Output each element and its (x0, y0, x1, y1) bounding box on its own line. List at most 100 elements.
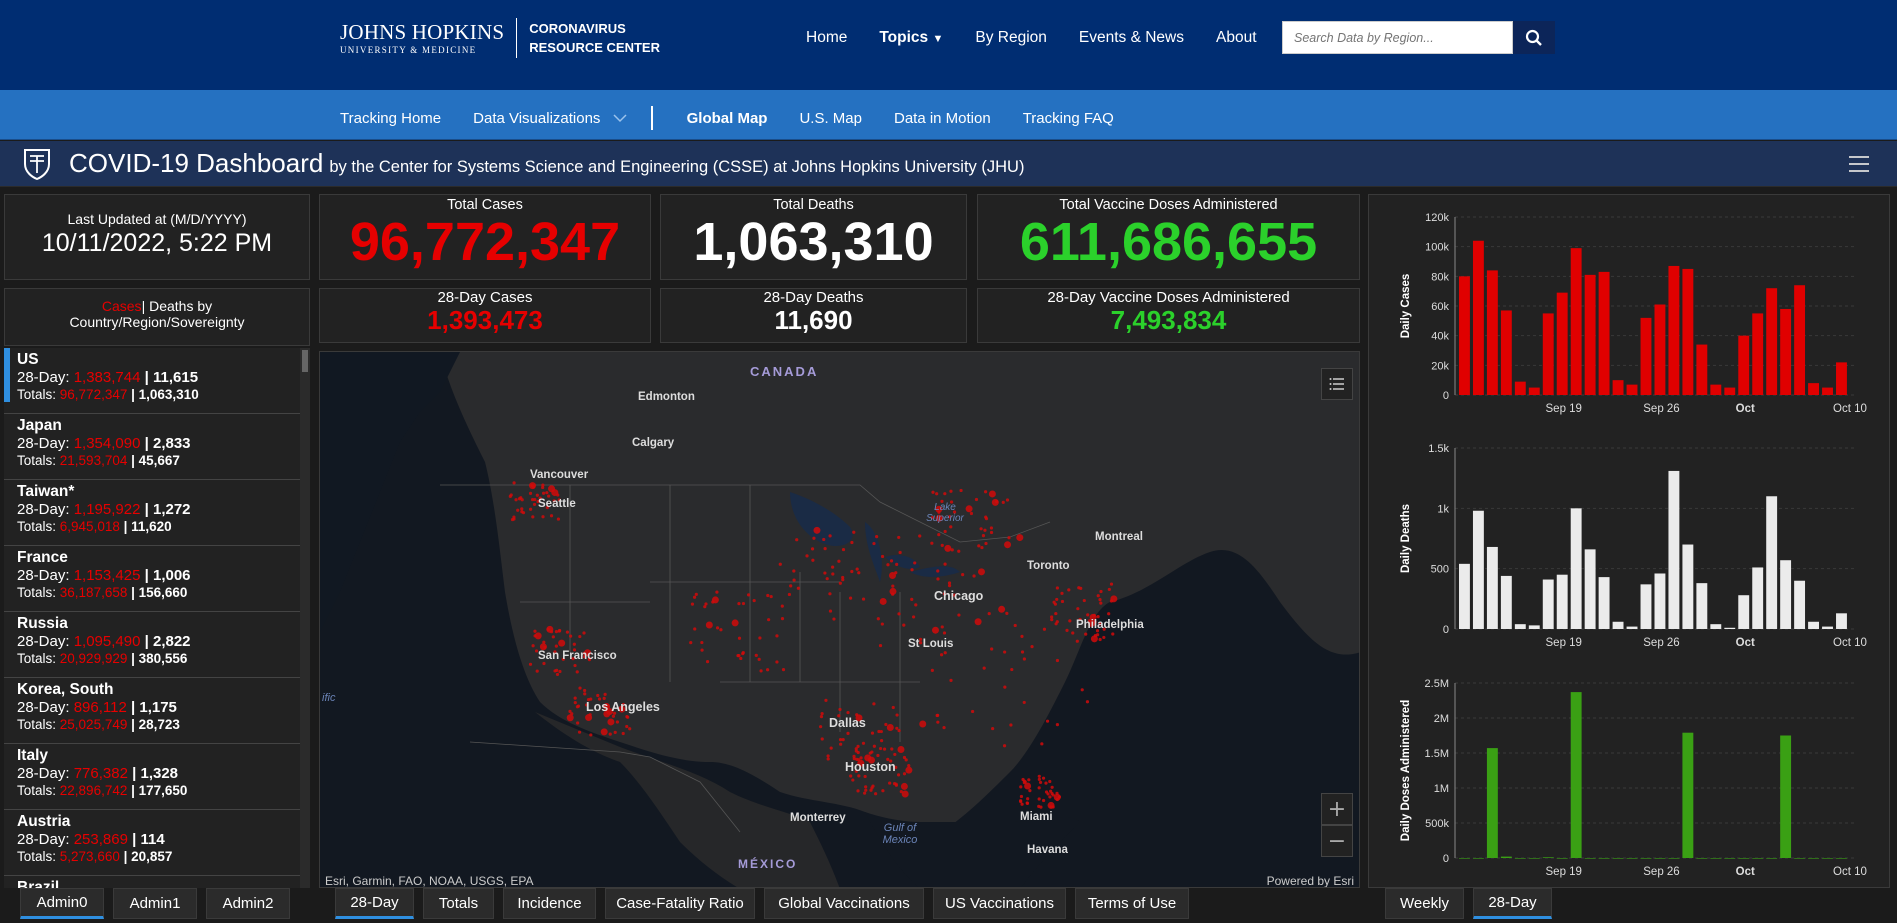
case-dot[interactable] (863, 774, 867, 779)
case-dot[interactable] (857, 571, 861, 575)
case-dot[interactable] (864, 785, 868, 789)
country-list-item[interactable]: US 28-Day: 1,383,744 | 11,615 Totals: 96,7… (4, 348, 310, 414)
case-dot[interactable] (541, 515, 545, 519)
case-dot[interactable] (942, 631, 947, 635)
case-dot[interactable] (889, 587, 897, 595)
case-dot[interactable] (603, 692, 607, 696)
case-dot[interactable] (850, 540, 854, 545)
case-dot[interactable] (531, 485, 536, 489)
case-dot[interactable] (1041, 798, 1046, 803)
case-dot[interactable] (947, 581, 952, 585)
case-dot[interactable] (792, 578, 796, 582)
bar[interactable] (1780, 308, 1792, 395)
case-dot[interactable] (907, 764, 911, 768)
case-dot[interactable] (1093, 620, 1097, 624)
case-dot[interactable] (820, 712, 824, 716)
bar[interactable] (1822, 387, 1833, 395)
case-dot[interactable] (583, 688, 587, 693)
bar[interactable] (1612, 380, 1624, 395)
case-dot[interactable] (754, 653, 758, 657)
case-dot[interactable] (566, 714, 574, 722)
case-dot[interactable] (1030, 645, 1034, 649)
case-dot[interactable] (852, 530, 856, 534)
case-dot[interactable] (1028, 788, 1032, 793)
case-dot[interactable] (943, 492, 947, 496)
case-dot[interactable] (1099, 589, 1103, 594)
case-dot[interactable] (895, 726, 899, 730)
case-dot[interactable] (731, 619, 739, 627)
case-dot[interactable] (837, 559, 841, 563)
bar[interactable] (1528, 858, 1540, 859)
country-list-item[interactable]: France 28-Day: 1,153,425 | 1,006 Totals: 3… (4, 546, 310, 612)
country-list-item[interactable]: Italy 28-Day: 776,382 | 1,328 Totals: 22,8… (4, 744, 310, 810)
case-dot[interactable] (886, 563, 890, 567)
case-dot[interactable] (854, 769, 858, 773)
case-dot[interactable] (918, 637, 923, 641)
case-dot[interactable] (568, 709, 572, 713)
case-dot[interactable] (952, 593, 957, 597)
case-dot[interactable] (789, 584, 793, 588)
case-dot[interactable] (950, 548, 954, 552)
case-dot[interactable] (600, 728, 608, 736)
case-dot[interactable] (854, 747, 858, 751)
case-dot[interactable] (1055, 797, 1059, 802)
case-dot[interactable] (1020, 802, 1024, 806)
case-dot[interactable] (1102, 635, 1106, 640)
jhu-logo[interactable]: JOHNS HOPKINS UNIVERSITY & MEDICINE CORO… (340, 18, 660, 58)
case-dot[interactable] (961, 573, 965, 577)
case-dot[interactable] (528, 491, 533, 495)
case-dot[interactable] (538, 496, 542, 500)
case-dot[interactable] (1053, 602, 1058, 606)
case-dot[interactable] (870, 731, 875, 735)
case-dot[interactable] (1023, 780, 1027, 784)
case-dot[interactable] (705, 660, 710, 664)
list-scroll-thumb[interactable] (302, 350, 308, 372)
bar[interactable] (1584, 274, 1596, 395)
case-dot[interactable] (1082, 598, 1086, 603)
case-dot[interactable] (575, 670, 579, 674)
bar[interactable] (1528, 387, 1540, 395)
legend-toggle-button[interactable] (1321, 368, 1353, 400)
case-dot[interactable] (811, 558, 815, 562)
case-dot[interactable] (693, 627, 697, 631)
case-dot[interactable] (1109, 582, 1114, 586)
case-dot[interactable] (974, 497, 979, 502)
country-list-item[interactable]: Austria 28-Day: 253,869 | 114 Totals: 5,27… (4, 810, 310, 876)
tab-admin0[interactable]: Admin0 (20, 888, 104, 919)
case-dot[interactable] (1026, 797, 1030, 801)
case-dot[interactable] (1050, 785, 1054, 789)
case-dot[interactable] (689, 640, 693, 645)
subnav-data-visualizations[interactable]: Data Visualizations (473, 110, 627, 127)
case-dot[interactable] (864, 754, 872, 762)
case-dot[interactable] (1090, 635, 1098, 643)
case-dot[interactable] (987, 612, 991, 616)
case-dot[interactable] (942, 592, 947, 596)
case-dot[interactable] (1037, 786, 1041, 790)
case-dot[interactable] (937, 510, 941, 514)
case-dot[interactable] (897, 728, 901, 733)
bar[interactable] (1682, 268, 1694, 395)
bar[interactable] (1724, 627, 1736, 629)
case-dot[interactable] (533, 629, 537, 633)
case-dot[interactable] (940, 543, 944, 547)
case-dot[interactable] (980, 545, 984, 550)
case-dot[interactable] (508, 494, 512, 498)
case-dot[interactable] (1019, 794, 1024, 799)
case-dot[interactable] (558, 639, 566, 647)
case-dot[interactable] (943, 651, 947, 655)
case-dot[interactable] (998, 605, 1006, 613)
case-dot[interactable] (859, 756, 863, 760)
case-dot[interactable] (1024, 782, 1032, 790)
case-dot[interactable] (516, 508, 520, 512)
case-dot[interactable] (556, 517, 561, 521)
case-dot[interactable] (775, 634, 779, 638)
search-button[interactable] (1513, 21, 1555, 54)
bar[interactable] (1780, 560, 1792, 629)
case-dot[interactable] (940, 499, 944, 504)
case-dot[interactable] (551, 635, 555, 639)
case-dot[interactable] (531, 644, 535, 648)
bar[interactable] (1696, 344, 1708, 395)
bar[interactable] (1738, 858, 1750, 859)
case-dot[interactable] (894, 571, 898, 575)
case-dot[interactable] (877, 729, 881, 734)
